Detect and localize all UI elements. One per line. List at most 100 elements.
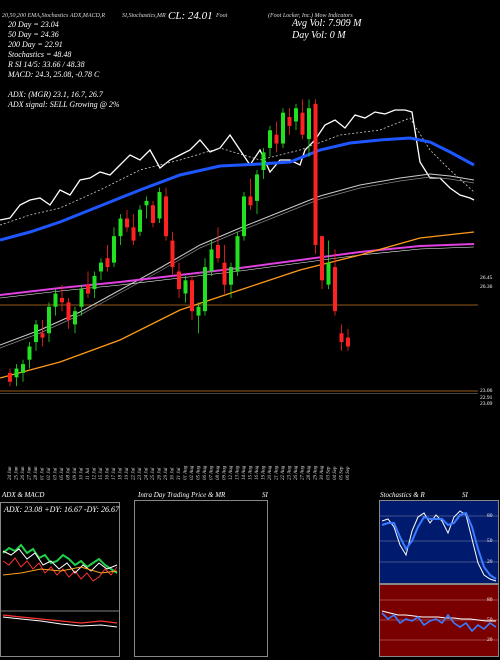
date-label: 09 Jul	[73, 467, 78, 480]
adx-macd-lines	[1, 543, 119, 628]
candle-body	[320, 236, 324, 281]
candle-body	[196, 306, 201, 316]
candle-body	[190, 280, 194, 312]
candle-body	[47, 306, 51, 334]
stat-rsi: R SI 14/5: 33.66 / 48.38	[8, 60, 85, 69]
candle-body	[242, 196, 246, 237]
stochastics-panel: 80 50 20	[379, 500, 499, 584]
price-label-4: 22.91	[480, 395, 493, 401]
ema20-line	[0, 136, 475, 242]
candle-body	[118, 218, 123, 237]
date-label: 17 Jul	[112, 467, 117, 480]
ema-orange-line	[0, 231, 475, 379]
date-label: 29 Jul	[164, 467, 169, 480]
date-label: 30 Aug	[320, 465, 325, 480]
stat-adx: ADX: (MGR) 23.1, 16.7, 26.7	[8, 90, 103, 99]
date-label: 31 Jul	[177, 467, 182, 480]
date-label: 12 Aug	[229, 465, 234, 480]
candle-body	[92, 275, 97, 290]
candle-body	[216, 245, 220, 259]
date-label: 15 Aug	[249, 465, 254, 480]
candle-body	[346, 337, 350, 347]
ema50-line	[0, 173, 475, 346]
candle-body	[27, 346, 32, 360]
candle-body	[300, 112, 305, 135]
date-label: 08 Jul	[67, 467, 72, 480]
date-label: 23 Jul	[138, 467, 143, 480]
date-label: 05 Aug	[197, 465, 202, 480]
indicator-header-mid: SI,Stochastics,MR	[122, 13, 166, 19]
date-label: 28 Jun	[34, 466, 39, 480]
price-label-1: 26.45	[480, 275, 493, 281]
candle-body	[313, 103, 318, 245]
candle-body	[21, 364, 25, 373]
date-label: 05 Jul	[60, 467, 65, 480]
candle-body	[281, 112, 285, 144]
ema200-line	[0, 243, 475, 296]
avg-volume: Avg Vol: 7.909 M	[292, 18, 362, 29]
symbol-label: Foot	[216, 13, 228, 19]
date-label: 06 Aug	[203, 465, 208, 480]
close-price-label: CL: 24.01	[168, 10, 213, 22]
candle-body	[125, 218, 129, 228]
candle-body	[170, 240, 175, 268]
stoch-panel-si: SI	[462, 491, 468, 499]
date-label: 29 Aug	[314, 465, 319, 480]
date-label: 09 Aug	[223, 465, 228, 480]
candle-body	[157, 192, 162, 219]
intra-panel-title: Intra Day Trading Price & MR	[138, 491, 226, 499]
candle-body	[66, 302, 71, 320]
date-label: 16 Jul	[106, 467, 111, 480]
candle-body	[268, 130, 272, 148]
adx-macd-panel: ADX: 23.08 +DY: 16.67 -DY: 26.67	[0, 502, 120, 657]
date-label: 25 Jun	[15, 466, 20, 480]
stat-ema20: 20 Day = 23.04	[8, 20, 59, 29]
date-label: 10 Jul	[80, 467, 85, 480]
candle-body	[14, 368, 19, 378]
date-label: 24 Jul	[145, 467, 150, 480]
candle-body	[34, 324, 38, 343]
company-label: (Foot Locker, Inc.) Mow Indicators	[268, 13, 353, 19]
stat-stochastics: Stochastics = 48.48	[8, 50, 72, 59]
date-label: 22 Jul	[132, 467, 137, 480]
rsi-mr-panel: 80 50 20	[379, 584, 499, 657]
stats-block: 20 Day = 23.04 50 Day = 24.36 200 Day = …	[8, 20, 120, 110]
date-label: 27 Jun	[28, 466, 33, 480]
date-label: 13 Aug	[236, 465, 241, 480]
price-chart: 24 Jun 25 Jun 26 Jun 27 Jun 28 Jun 01 Jul 02 J…	[0, 99, 478, 480]
date-label: 26 Aug	[294, 465, 299, 480]
price-close-line	[0, 109, 475, 221]
date-label: 30 Jul	[171, 467, 176, 480]
candle-body	[287, 117, 292, 126]
indicator-header: 20,50,200 EMA,Stochastics ADX,MACD,R	[2, 13, 106, 19]
date-label: 01 Jul	[41, 467, 46, 480]
candle-body	[333, 267, 337, 312]
candle-body	[99, 262, 103, 272]
stochastics-lines	[380, 510, 498, 582]
candle-body	[164, 196, 168, 237]
candle-body	[183, 280, 188, 294]
candle-body	[222, 262, 227, 285]
candle-body	[144, 200, 149, 206]
date-label: 18 Jul	[119, 467, 124, 480]
date-label: 03 Jul	[54, 467, 59, 480]
date-label: 23 Aug	[288, 465, 293, 480]
candle-body	[339, 333, 344, 343]
date-label: 28 Aug	[307, 465, 312, 480]
date-label: 26 Jun	[21, 466, 26, 480]
intra-panel-si: SI	[262, 491, 268, 499]
intraday-panel	[134, 500, 268, 657]
date-label: 07 Aug	[210, 465, 215, 480]
candle-body	[138, 209, 142, 232]
candle-body	[86, 284, 90, 294]
candle-body	[151, 205, 155, 223]
date-label: 24 Jun	[8, 466, 13, 480]
candle-body	[112, 236, 116, 263]
ema50-shadow-line	[0, 176, 475, 349]
date-label: 06 Sep	[346, 466, 351, 480]
ema-dashed-line	[0, 117, 475, 226]
candle-body	[8, 372, 12, 382]
date-label: 12 Jul	[93, 467, 98, 480]
date-label: 14 Aug	[242, 465, 247, 480]
candle-body	[105, 258, 110, 268]
